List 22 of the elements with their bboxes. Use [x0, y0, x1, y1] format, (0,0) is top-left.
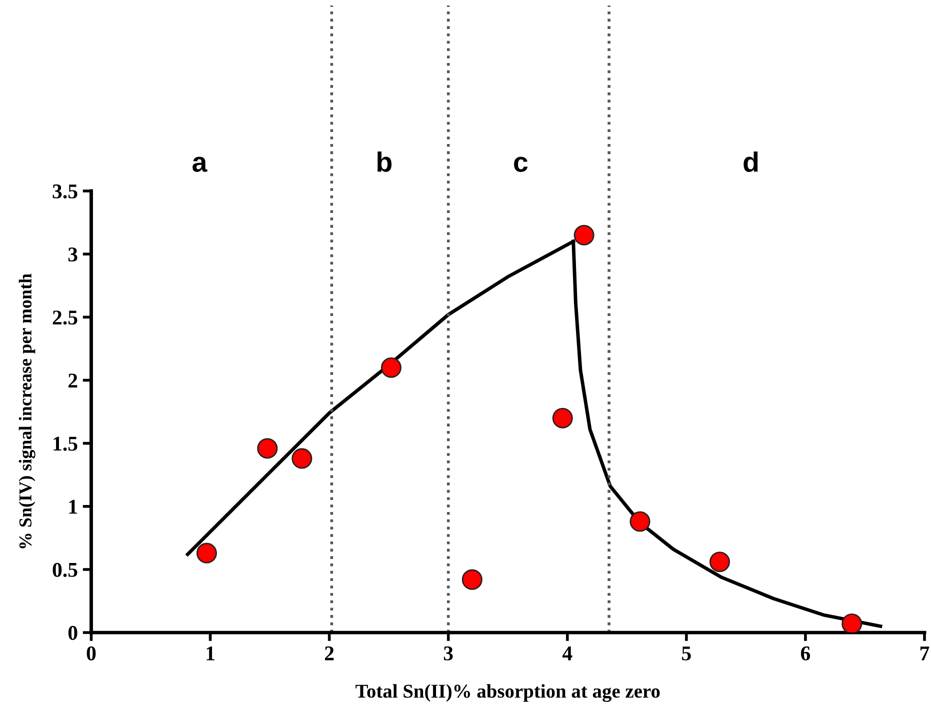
y-tick-label: 2.5 — [52, 310, 78, 325]
x-tick-label: 3 — [444, 646, 453, 660]
x-tick-label: 7 — [920, 646, 930, 660]
x-tick-label: 1 — [206, 646, 214, 660]
x-tick-label: 2 — [324, 646, 334, 660]
text: b — [378, 152, 392, 172]
text: c — [514, 156, 528, 172]
y-tick-label: 0 — [68, 626, 78, 640]
x-tick-label: 6 — [800, 646, 810, 660]
y-tick-label: 2 — [68, 374, 78, 388]
x-tick-label: 5 — [682, 646, 691, 660]
y-tick-label: 3 — [68, 248, 78, 262]
y-axis-title: % Sn(IV) signal increase per month — [18, 274, 36, 548]
y-tick-label: 0.5 — [52, 562, 78, 577]
text: d — [744, 152, 758, 172]
y-tick-label: 1 — [69, 500, 77, 514]
x-axis-title: Total Sn(II)% absorption at age zero — [356, 684, 660, 702]
y-tick-label: 1.5 — [54, 436, 78, 451]
x-tick-label: 4 — [562, 646, 572, 660]
y-tick-label: 3.5 — [52, 184, 78, 199]
x-tick-label: 0 — [86, 646, 96, 660]
text: a — [192, 156, 208, 172]
